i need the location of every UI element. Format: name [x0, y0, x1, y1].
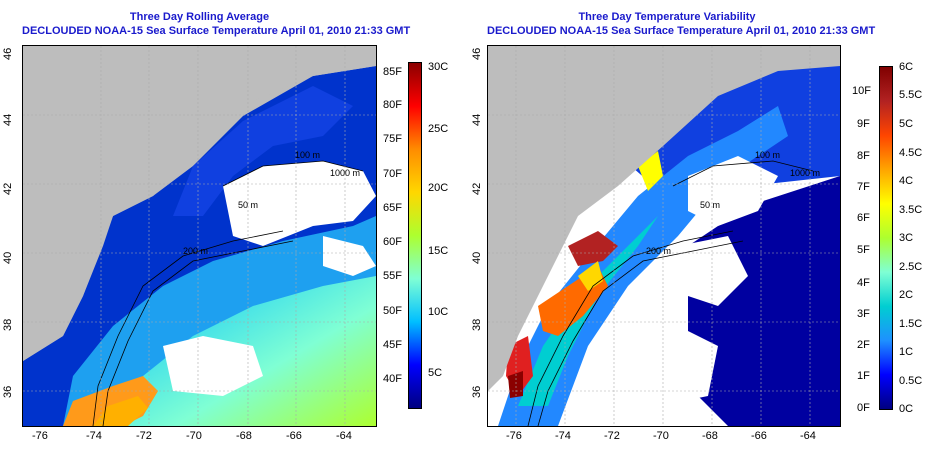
left-x-tick: -66 [286, 430, 302, 442]
right-cbar-c-label: 3C [899, 232, 914, 244]
right-cbar-f-label: 1F [857, 370, 870, 382]
left-cbar-f-label: 55F [383, 270, 402, 282]
left-x-tick: -68 [236, 430, 252, 442]
right-cbar-f-label: 5F [857, 244, 870, 256]
right-x-tick: -74 [555, 430, 571, 442]
left-colorbar [408, 62, 422, 409]
left-isobath-label: 200 m [183, 246, 209, 256]
left-cbar-f-label: 85F [383, 66, 402, 78]
right-cbar-f-label: 10F [852, 85, 871, 97]
right-cbar-c-label: 4C [899, 175, 914, 187]
left-cbar-f-label: 75F [383, 133, 402, 145]
left-x-tick: -76 [32, 430, 48, 442]
right-x-tick: -66 [751, 430, 767, 442]
right-cbar-f-label: 7F [857, 181, 870, 193]
right-cbar-c-label: 5.5C [899, 89, 923, 101]
left-isobath-label: 1000 m [330, 168, 361, 178]
right-cbar-c-label: 0C [899, 403, 914, 415]
left-y-tick: 46 [2, 47, 14, 60]
left-cbar-c-label: 20C [428, 182, 449, 194]
right-y-tick: 40 [471, 251, 483, 264]
right-isobath-label: 50 m [700, 200, 721, 210]
left-x-tick: -72 [136, 430, 152, 442]
left-cbar-c-label: 25C [428, 123, 449, 135]
left-cbar-c-label: 5C [428, 367, 443, 379]
right-cbar-f-label: 8F [857, 150, 870, 162]
right-x-tick: -76 [506, 430, 522, 442]
right-y-tick: 44 [471, 113, 483, 126]
right-cbar-c-label: 1.5C [899, 318, 923, 330]
left-x-tick: -64 [336, 430, 352, 442]
right-cbar-f-label: 0F [857, 402, 870, 414]
right-y-tick: 42 [471, 182, 483, 195]
right-cbar-c-label: 1C [899, 346, 914, 358]
left-sst-image [23, 46, 376, 426]
left-y-tick: 38 [2, 318, 14, 331]
left-cbar-f-label: 80F [383, 99, 402, 111]
left-cbar-f-label: 45F [383, 339, 402, 351]
right-y-tick: 36 [471, 385, 483, 398]
right-cbar-c-label: 2C [899, 289, 914, 301]
right-cbar-c-label: 5C [899, 118, 914, 130]
right-cbar-f-label: 3F [857, 308, 870, 320]
right-x-tick: -64 [800, 430, 816, 442]
left-y-tick: 36 [2, 385, 14, 398]
left-x-tick: -70 [186, 430, 202, 442]
left-cbar-c-label: 30C [428, 61, 449, 73]
right-cbar-c-label: 6C [899, 61, 914, 73]
right-title-line1: Three Day Temperature Variability [578, 11, 756, 23]
right-isobath-label: 200 m [646, 246, 672, 256]
right-cbar-c-label: 3.5C [899, 204, 923, 216]
left-y-tick: 44 [2, 113, 14, 126]
left-cbar-c-label: 10C [428, 306, 449, 318]
right-isobath-label: 1000 m [790, 168, 821, 178]
right-cbar-f-label: 2F [857, 339, 870, 351]
right-x-tick: -72 [604, 430, 620, 442]
left-y-tick: 42 [2, 182, 14, 195]
right-variability-image [488, 46, 840, 426]
left-sst-map [22, 45, 377, 427]
left-cbar-f-label: 40F [383, 373, 402, 385]
left-title-line2: DECLOUDED NOAA-15 Sea Surface Temperatur… [22, 25, 411, 37]
right-cbar-f-label: 6F [857, 212, 870, 224]
right-cbar-c-label: 4.5C [899, 147, 923, 159]
left-map-panel: Three Day Rolling Average DECLOUDED NOAA… [2, 11, 449, 442]
left-cbar-f-label: 60F [383, 236, 402, 248]
left-isobath-label: 100 m [295, 150, 321, 160]
left-cbar-f-label: 70F [383, 168, 402, 180]
left-cbar-c-label: 15C [428, 245, 449, 257]
left-title-line1: Three Day Rolling Average [129, 11, 270, 23]
right-cbar-c-label: 2.5C [899, 261, 923, 273]
right-cbar-f-label: 4F [857, 277, 870, 289]
right-map-panel: Three Day Temperature Variability DECLOU… [471, 0, 950, 475]
right-y-tick: 46 [471, 47, 483, 60]
right-cbar-c-label: 0.5C [899, 375, 923, 387]
right-cbar-f-label: 9F [857, 118, 870, 130]
left-isobath-label: 50 m [238, 200, 259, 210]
left-y-tick: 40 [2, 251, 14, 264]
right-x-tick: -68 [702, 430, 718, 442]
left-cbar-f-label: 65F [383, 202, 402, 214]
left-cbar-f-label: 50F [383, 305, 402, 317]
left-x-tick: -74 [86, 430, 102, 442]
right-variability-map [487, 45, 841, 427]
right-y-tick: 38 [471, 318, 483, 331]
right-colorbar [879, 66, 893, 410]
right-title-line2: DECLOUDED NOAA-15 Sea Surface Temperatur… [487, 25, 876, 37]
right-x-tick: -70 [653, 430, 669, 442]
right-isobath-label: 100 m [755, 150, 781, 160]
